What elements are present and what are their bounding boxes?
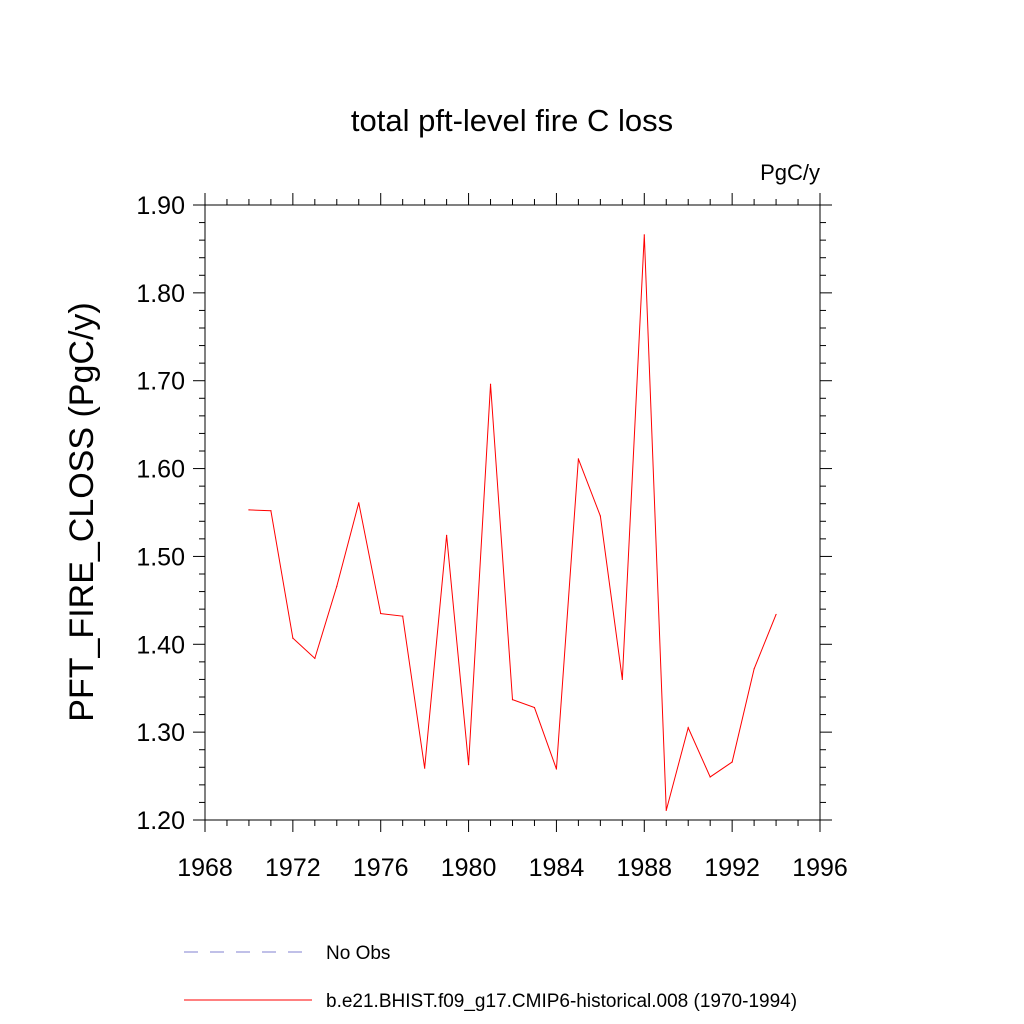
data-point bbox=[511, 699, 514, 701]
legend-label: b.e21.BHIST.f09_g17.CMIP6-historical.008… bbox=[326, 991, 797, 1012]
data-point bbox=[270, 510, 272, 512]
units-label: PgC/y bbox=[760, 160, 820, 185]
data-point bbox=[446, 534, 448, 536]
data-point bbox=[533, 706, 536, 709]
data-point bbox=[402, 615, 404, 617]
data-point bbox=[643, 234, 645, 236]
y-tick-label: 1.20 bbox=[136, 807, 185, 835]
data-point bbox=[380, 612, 382, 615]
y-tick-label: 1.50 bbox=[136, 543, 185, 571]
plot-frame bbox=[204, 204, 821, 821]
data-point bbox=[489, 383, 492, 385]
y-axis-label: PFT_FIRE_CLOSS (PgC/y) bbox=[63, 302, 101, 721]
data-point bbox=[314, 657, 316, 659]
x-tick-label: 1984 bbox=[529, 854, 585, 882]
data-point bbox=[467, 764, 470, 766]
data-point bbox=[731, 761, 733, 763]
legend-label: No Obs bbox=[326, 943, 390, 964]
data-point bbox=[248, 509, 250, 511]
x-tick-label: 1996 bbox=[792, 854, 848, 882]
data-point bbox=[577, 458, 579, 460]
y-tick-label: 1.70 bbox=[136, 368, 185, 396]
data-point bbox=[687, 727, 689, 729]
y-tick-label: 1.60 bbox=[136, 456, 185, 484]
data-point bbox=[292, 637, 294, 639]
series-line bbox=[248, 234, 777, 811]
data-point bbox=[709, 776, 711, 778]
chart-title: total pft-level fire C loss bbox=[351, 103, 673, 138]
x-tick-label: 1992 bbox=[704, 854, 760, 882]
data-point bbox=[336, 585, 338, 587]
data-point bbox=[775, 613, 777, 616]
y-tick-label: 1.80 bbox=[136, 280, 185, 308]
x-tick-label: 1980 bbox=[441, 854, 497, 882]
data-point bbox=[424, 767, 426, 769]
data-point bbox=[621, 678, 623, 681]
y-tick-label: 1.90 bbox=[136, 192, 185, 220]
data-point bbox=[599, 515, 601, 517]
data-point bbox=[753, 668, 755, 670]
x-tick-label: 1972 bbox=[265, 854, 321, 882]
data-point bbox=[358, 502, 360, 504]
data-point bbox=[665, 809, 667, 811]
y-tick-label: 1.40 bbox=[136, 631, 185, 659]
x-tick-label: 1988 bbox=[616, 854, 672, 882]
data-point bbox=[555, 768, 558, 770]
x-tick-label: 1968 bbox=[177, 854, 233, 882]
y-tick-label: 1.30 bbox=[136, 719, 185, 747]
x-tick-label: 1976 bbox=[353, 854, 409, 882]
